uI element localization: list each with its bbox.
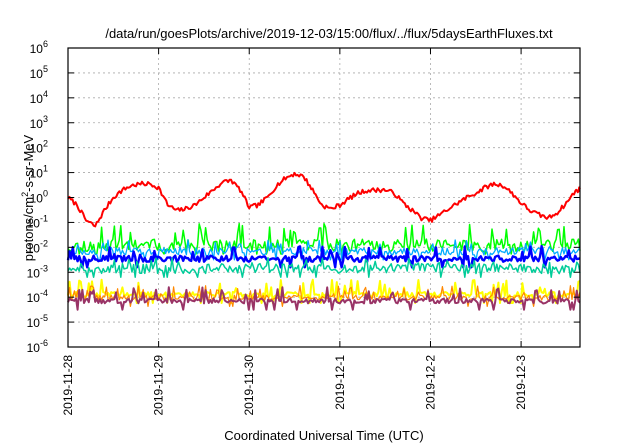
y-tick-base: 10 xyxy=(27,266,41,280)
y-tick-label: 10-3 xyxy=(27,263,48,280)
y-tick-label: 102 xyxy=(30,139,48,156)
y-tick-base: 10 xyxy=(30,92,44,106)
y-tick-base: 10 xyxy=(27,341,41,355)
y-tick-label: 105 xyxy=(30,64,48,81)
y-tick-exp: -3 xyxy=(40,263,48,273)
y-tick-label: 100 xyxy=(30,189,48,206)
series-line-4 xyxy=(67,256,581,278)
y-tick-base: 10 xyxy=(30,67,44,81)
y-tick-base: 10 xyxy=(30,117,44,131)
x-tick-label: 2019-11-28 xyxy=(61,355,75,416)
y-axis-label-sup: 2 xyxy=(20,192,30,197)
y-tick-exp: 0 xyxy=(43,189,48,199)
y-tick-exp: 4 xyxy=(43,89,48,99)
y-tick-exp: -5 xyxy=(40,313,48,323)
y-tick-base: 10 xyxy=(27,291,41,305)
y-tick-label: 10-6 xyxy=(27,338,48,355)
x-tick-label: 2019-12-1 xyxy=(333,355,347,410)
y-tick-label: 10-5 xyxy=(27,313,48,330)
y-tick-base: 10 xyxy=(30,167,44,181)
series-line-0 xyxy=(67,171,581,228)
y-axis-label-rest: -s-sr-MeV xyxy=(21,134,36,191)
x-tick-label: 2019-11-30 xyxy=(242,355,256,416)
y-tick-base: 10 xyxy=(30,142,44,156)
y-tick-label: 10-4 xyxy=(27,288,48,305)
x-tick-label: 2019-11-29 xyxy=(152,355,166,416)
y-tick-exp: 2 xyxy=(43,139,48,149)
chart-series xyxy=(66,171,581,311)
x-axis-label: Coordinated Universal Time (UTC) xyxy=(224,428,423,443)
y-tick-base: 10 xyxy=(27,216,41,230)
x-tick-labels: 2019-11-28 2019-11-29 2019-11-30 2019-12-1 2… xyxy=(61,355,528,416)
x-tick-label: 2019-12-3 xyxy=(514,355,528,410)
x-tick-label: 2019-12-2 xyxy=(423,355,437,410)
y-tick-base: 10 xyxy=(30,42,44,56)
y-tick-label: 10-1 xyxy=(27,213,48,230)
y-tick-base: 10 xyxy=(30,192,44,206)
y-tick-label: 104 xyxy=(30,89,48,106)
y-tick-label: 10-2 xyxy=(27,238,48,255)
y-tick-exp: 1 xyxy=(43,164,48,174)
y-tick-base: 10 xyxy=(27,241,41,255)
series-line-6 xyxy=(67,285,581,307)
y-tick-label: 106 xyxy=(30,39,48,56)
series-line-7 xyxy=(67,286,581,311)
y-axis-label-base: protons/cm xyxy=(21,197,36,261)
chart-title: /data/run/goesPlots/archive/2019-12-03/1… xyxy=(105,26,553,41)
y-tick-exp: -6 xyxy=(40,338,48,348)
series-line-1 xyxy=(67,222,581,255)
y-tick-exp: 5 xyxy=(43,64,48,74)
y-tick-exp: 3 xyxy=(43,114,48,124)
y-tick-exp: 6 xyxy=(43,39,48,49)
y-tick-exp: -4 xyxy=(40,288,48,298)
y-tick-base: 10 xyxy=(27,316,41,330)
series-line-3 xyxy=(66,244,581,269)
y-tick-label: 101 xyxy=(30,164,48,181)
y-axis-label: protons/cm2-s-sr-MeV xyxy=(20,134,36,261)
chart-ticks xyxy=(67,47,580,348)
y-tick-exp: -1 xyxy=(40,213,48,223)
y-tick-label: 103 xyxy=(30,114,48,131)
y-tick-labels: 10-610-510-410-310-210-11001011021031041… xyxy=(27,39,48,355)
y-tick-exp: -2 xyxy=(40,238,48,248)
